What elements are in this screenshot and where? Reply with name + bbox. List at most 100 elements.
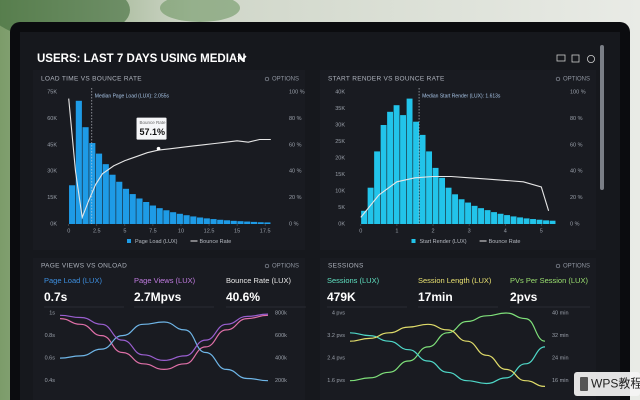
options-icon[interactable] bbox=[555, 263, 561, 269]
bar bbox=[471, 205, 478, 224]
y2-tick-label: 32 min bbox=[552, 333, 569, 339]
dropdown-chevron[interactable] bbox=[237, 55, 247, 62]
legend-label: Bounce Rate bbox=[200, 239, 232, 245]
y2-tick-label: 40 min bbox=[552, 310, 569, 316]
panel bbox=[33, 258, 305, 400]
options-button[interactable]: OPTIONS bbox=[272, 77, 299, 83]
bar bbox=[387, 111, 394, 224]
bar bbox=[136, 198, 143, 224]
median-annotation: Median Start Render (LUX): 1.613s bbox=[422, 93, 501, 99]
panel-title: SESSIONS bbox=[328, 263, 364, 270]
line-series bbox=[59, 321, 269, 382]
watermark-box bbox=[574, 372, 640, 396]
x-tick-label: 2 bbox=[432, 228, 435, 234]
y-tick-label: 15K bbox=[335, 172, 345, 178]
y-tick-label: 30K bbox=[47, 169, 57, 175]
bar bbox=[497, 213, 504, 224]
bar bbox=[491, 212, 497, 224]
bar bbox=[504, 215, 510, 224]
bar bbox=[393, 105, 400, 224]
options-button[interactable]: OPTIONS bbox=[272, 264, 299, 270]
bar bbox=[549, 220, 556, 224]
bar bbox=[361, 210, 368, 224]
x-tick-label: 7.5 bbox=[149, 228, 157, 234]
metric-label: Bounce Rate (LUX) bbox=[226, 276, 292, 285]
bar bbox=[149, 205, 156, 224]
bar bbox=[250, 221, 258, 224]
bar bbox=[156, 208, 163, 224]
metric-value: 40.6% bbox=[226, 290, 260, 304]
y-tick-label: 3.2 pvs bbox=[327, 333, 345, 339]
y2-tick-label: 16 min bbox=[552, 378, 569, 384]
y-tick-label: 25K bbox=[335, 139, 345, 145]
y2-tick-label: 200k bbox=[275, 378, 287, 384]
y2-tick-label: 20 % bbox=[289, 195, 302, 201]
legend-label: Bounce Rate bbox=[489, 239, 521, 245]
y2-tick-label: 80 % bbox=[289, 116, 302, 122]
options-button[interactable]: OPTIONS bbox=[563, 77, 590, 83]
bar bbox=[237, 221, 244, 224]
x-tick-label: 5 bbox=[540, 228, 543, 234]
x-tick-label: 15 bbox=[234, 228, 240, 234]
metric-value: 2pvs bbox=[510, 290, 538, 304]
tooltip-value: 57.1% bbox=[140, 127, 166, 137]
y2-tick-label: 60 % bbox=[570, 142, 583, 148]
bar bbox=[523, 218, 530, 224]
bar bbox=[536, 219, 543, 224]
y-tick-label: 4 pvs bbox=[332, 310, 345, 316]
icon-help[interactable] bbox=[587, 55, 596, 64]
options-icon[interactable] bbox=[555, 76, 561, 82]
bar bbox=[478, 208, 484, 224]
options-button[interactable]: OPTIONS bbox=[563, 264, 590, 270]
icon-screen[interactable] bbox=[556, 54, 566, 62]
x-tick-label: 3 bbox=[468, 228, 471, 234]
y-tick-label: 2.4 pvs bbox=[327, 356, 345, 362]
y2-tick-label: 600k bbox=[275, 333, 287, 339]
metric-label: PVs Per Session (LUX) bbox=[510, 276, 588, 285]
bar bbox=[230, 220, 237, 224]
options-icon[interactable] bbox=[264, 76, 270, 82]
y2-tick-label: 100 % bbox=[289, 89, 305, 95]
bar bbox=[413, 121, 420, 224]
x-tick-label: 4 bbox=[504, 228, 507, 234]
line-series bbox=[349, 323, 546, 387]
y2-tick-label: 0 % bbox=[289, 221, 299, 227]
bar bbox=[89, 143, 96, 224]
line-series bbox=[59, 313, 269, 362]
bar bbox=[122, 188, 130, 224]
bar bbox=[419, 134, 426, 224]
y2-tick-label: 24 min bbox=[552, 356, 569, 362]
x-tick-label: 12.5 bbox=[204, 228, 215, 234]
bar bbox=[439, 177, 446, 224]
bar bbox=[69, 185, 76, 224]
bar bbox=[465, 202, 472, 224]
legend-label: Page Load (LUX) bbox=[135, 239, 178, 245]
scrollbar[interactable] bbox=[600, 45, 604, 190]
plant-blur bbox=[160, 0, 240, 22]
line-series bbox=[360, 175, 550, 218]
y-tick-label: 0.6s bbox=[45, 356, 56, 362]
y2-tick-label: 400k bbox=[275, 356, 287, 362]
icon-edit[interactable] bbox=[571, 54, 580, 63]
bar bbox=[400, 115, 407, 224]
y2-tick-label: 40 % bbox=[570, 169, 583, 175]
x-tick-label: 0 bbox=[359, 228, 362, 234]
bar bbox=[432, 167, 439, 224]
y-tick-label: 75K bbox=[47, 89, 57, 95]
y-tick-label: 10K bbox=[335, 188, 345, 194]
y-tick-label: 0.8s bbox=[45, 333, 56, 339]
bar bbox=[95, 153, 103, 224]
bar bbox=[102, 164, 109, 224]
watermark: WPS教程 bbox=[591, 376, 640, 391]
options-icon[interactable] bbox=[264, 263, 270, 269]
metric-value: 17min bbox=[418, 290, 453, 304]
y2-tick-label: 0 % bbox=[570, 221, 580, 227]
bar bbox=[183, 215, 190, 224]
y-tick-label: 0.4s bbox=[45, 378, 56, 384]
bar bbox=[129, 194, 136, 224]
y2-tick-label: 800k bbox=[275, 310, 287, 316]
header-title: USERS: LAST 7 DAYS USING MEDIAN bbox=[37, 53, 246, 65]
panel-title: START RENDER VS BOUNCE RATE bbox=[328, 76, 445, 83]
metric-value: 2.7Mpvs bbox=[134, 290, 182, 304]
